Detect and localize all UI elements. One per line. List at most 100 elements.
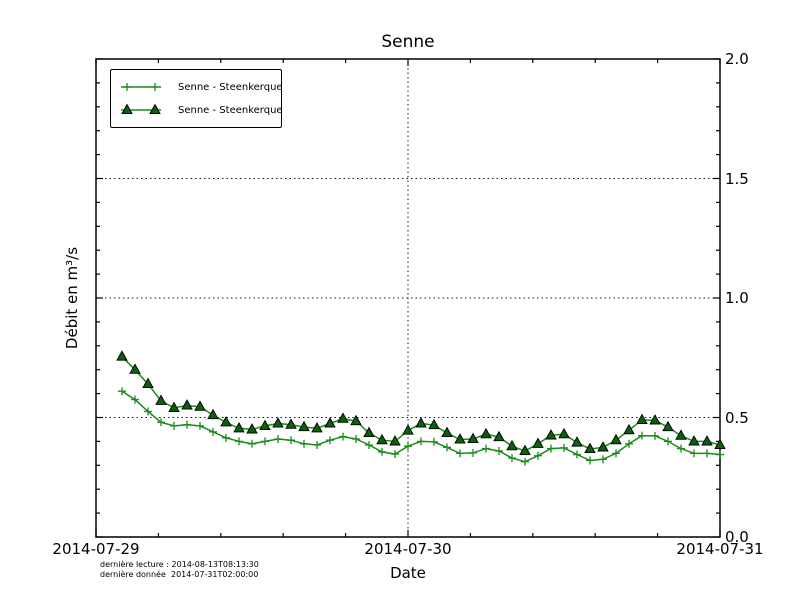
triangle-marker: [389, 435, 401, 446]
plus-marker: [261, 437, 269, 446]
plus-line-sample-icon: [121, 83, 161, 91]
triangle-marker: [168, 401, 180, 412]
plus-marker: [222, 433, 230, 442]
triangle-marker: [207, 408, 219, 420]
triangle-marker: [337, 412, 349, 423]
plus-marker: [638, 431, 646, 440]
plus-marker: [144, 407, 152, 416]
last-reading-note: dernière lecture : 2014-08-13T08:13:30: [100, 560, 259, 569]
legend-entry-triangle: Senne - Steenkerque: [119, 102, 283, 118]
y-tick-label: 1.0: [725, 289, 749, 307]
triangle-marker: [636, 413, 648, 424]
plus-marker: [339, 432, 347, 441]
y-tick-label: 1.5: [725, 169, 749, 188]
plus-marker: [157, 418, 165, 427]
triangle-marker: [363, 426, 375, 438]
triangle-marker: [428, 418, 440, 430]
plus-marker: [118, 387, 126, 396]
plus-marker: [651, 431, 659, 440]
triangle-marker: [467, 432, 479, 444]
triangle-marker: [142, 377, 154, 389]
plus-marker: [326, 436, 334, 445]
triangle-marker: [493, 430, 505, 442]
legend: Senne - Steenkerque Senne - Steenkerque: [110, 69, 283, 128]
triangle-marker: [376, 433, 388, 445]
triangle-marker: [610, 433, 622, 445]
plus-marker: [352, 435, 360, 444]
triangle-marker: [285, 418, 297, 429]
triangle-marker: [233, 421, 245, 433]
plus-marker: [391, 450, 399, 459]
triangle-marker: [649, 414, 661, 425]
triangle-marker: [155, 394, 167, 405]
plus-marker: [534, 451, 542, 460]
y-axis-label: Débit en m³/s: [63, 246, 81, 350]
plus-marker: [469, 448, 477, 457]
plus-marker: [573, 450, 581, 459]
last-data-note: dernière donnée 2014-07-31T02:00:00: [100, 569, 259, 579]
triangle-marker: [519, 444, 531, 456]
plus-marker: [300, 439, 308, 448]
y-tick-label: 0.0: [725, 528, 749, 546]
plus-marker: [508, 454, 516, 463]
triangle-marker: [623, 423, 635, 435]
plus-marker: [417, 437, 425, 446]
plus-marker: [274, 435, 282, 444]
plus-marker: [664, 437, 672, 446]
plus-marker: [287, 436, 295, 445]
footer-annotations: dernière lecture : 2014-08-13T08:13:30 d…: [100, 560, 259, 579]
plus-marker: [625, 439, 633, 448]
plus-marker: [677, 444, 685, 453]
plus-marker: [170, 421, 178, 430]
plus-marker: [248, 439, 256, 448]
triangle-marker: [454, 433, 466, 444]
plus-marker: [495, 446, 503, 455]
plus-marker: [482, 444, 490, 453]
plus-marker: [456, 449, 464, 458]
legend-entry-plus: Senne - Steenkerque: [119, 79, 283, 95]
triangle-marker: [116, 350, 128, 361]
plus-marker: [716, 450, 724, 459]
triangle-marker: [220, 415, 232, 427]
plus-marker: [599, 455, 607, 464]
x-tick-label: 2014-07-31: [676, 540, 764, 558]
x-axis-label: Date: [390, 564, 426, 582]
plus-marker: [586, 456, 594, 465]
series-line: [121, 356, 721, 452]
x-tick-label: 2014-07-29: [52, 540, 140, 558]
x-tick-label: 2014-07-30: [364, 540, 452, 558]
plus-marker: [703, 449, 711, 458]
triangle-marker: [311, 421, 323, 433]
plus-marker: [443, 443, 451, 452]
triangle-marker: [675, 429, 687, 440]
plus-marker: [131, 395, 139, 404]
triangle-marker: [558, 427, 570, 439]
triangle-marker: [181, 399, 193, 410]
triangle-marker: [480, 427, 492, 439]
plus-marker: [365, 440, 373, 449]
triangle-marker: [662, 420, 674, 432]
plus-marker: [378, 447, 386, 456]
triangle-marker: [246, 423, 258, 434]
triangle-marker: [415, 417, 427, 428]
legend-label: Senne - Steenkerque: [178, 81, 283, 93]
triangle-marker: [259, 419, 271, 430]
triangle-marker: [714, 438, 726, 450]
triangle-marker: [298, 420, 310, 432]
triangle-marker: [272, 417, 284, 428]
triangle-marker: [545, 429, 557, 440]
plus-marker: [235, 437, 243, 446]
plus-marker: [404, 442, 412, 451]
plus-marker: [690, 449, 698, 458]
triangle-marker: [701, 435, 713, 446]
triangle-marker: [506, 439, 518, 451]
plus-marker: [547, 444, 555, 453]
triangle-marker: [584, 442, 596, 454]
plus-marker: [209, 427, 217, 436]
triangle-marker: [441, 426, 453, 438]
triangle-marker: [597, 441, 609, 452]
plus-marker: [183, 420, 191, 429]
plus-marker: [430, 437, 438, 446]
